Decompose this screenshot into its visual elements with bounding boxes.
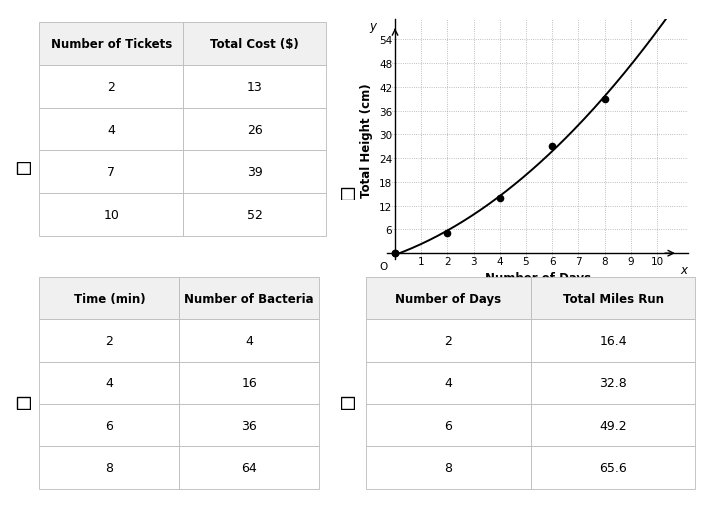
FancyBboxPatch shape bbox=[39, 23, 183, 66]
FancyBboxPatch shape bbox=[179, 404, 319, 446]
FancyBboxPatch shape bbox=[39, 108, 183, 151]
FancyBboxPatch shape bbox=[39, 151, 183, 194]
FancyBboxPatch shape bbox=[183, 108, 326, 151]
X-axis label: Number of Days: Number of Days bbox=[485, 272, 591, 285]
Text: 16: 16 bbox=[242, 377, 257, 389]
Text: 16.4: 16.4 bbox=[599, 334, 627, 347]
FancyBboxPatch shape bbox=[179, 362, 319, 404]
Text: Total Cost ($): Total Cost ($) bbox=[210, 38, 299, 51]
Text: 2: 2 bbox=[445, 334, 452, 347]
FancyBboxPatch shape bbox=[39, 194, 183, 237]
FancyBboxPatch shape bbox=[531, 446, 695, 489]
FancyBboxPatch shape bbox=[366, 277, 531, 320]
FancyBboxPatch shape bbox=[39, 404, 179, 446]
Text: 6: 6 bbox=[105, 419, 113, 432]
FancyBboxPatch shape bbox=[366, 404, 531, 446]
Text: 39: 39 bbox=[247, 166, 262, 179]
Text: 6: 6 bbox=[445, 419, 452, 432]
Text: 13: 13 bbox=[247, 80, 262, 94]
FancyBboxPatch shape bbox=[183, 23, 326, 66]
Text: 2: 2 bbox=[105, 334, 113, 347]
Text: Number of Tickets: Number of Tickets bbox=[50, 38, 172, 51]
Text: 4: 4 bbox=[108, 123, 115, 136]
FancyBboxPatch shape bbox=[366, 320, 531, 362]
FancyBboxPatch shape bbox=[39, 446, 179, 489]
FancyBboxPatch shape bbox=[531, 320, 695, 362]
Text: Number of Bacteria: Number of Bacteria bbox=[184, 292, 314, 305]
FancyBboxPatch shape bbox=[183, 194, 326, 237]
FancyBboxPatch shape bbox=[531, 404, 695, 446]
Text: 8: 8 bbox=[105, 461, 113, 474]
FancyBboxPatch shape bbox=[366, 362, 531, 404]
Text: Total Miles Run: Total Miles Run bbox=[563, 292, 663, 305]
Text: 7: 7 bbox=[107, 166, 115, 179]
Text: 4: 4 bbox=[105, 377, 113, 389]
FancyBboxPatch shape bbox=[531, 277, 695, 320]
Text: 64: 64 bbox=[242, 461, 257, 474]
FancyBboxPatch shape bbox=[366, 446, 531, 489]
FancyBboxPatch shape bbox=[179, 320, 319, 362]
Text: 65.6: 65.6 bbox=[599, 461, 627, 474]
FancyBboxPatch shape bbox=[39, 277, 179, 320]
Text: y: y bbox=[370, 20, 376, 33]
Text: 36: 36 bbox=[242, 419, 257, 432]
Text: 10: 10 bbox=[103, 209, 119, 222]
Text: O: O bbox=[379, 262, 387, 271]
Text: 52: 52 bbox=[247, 209, 262, 222]
Text: x: x bbox=[680, 264, 688, 276]
FancyBboxPatch shape bbox=[179, 446, 319, 489]
Text: 4: 4 bbox=[445, 377, 452, 389]
Text: 49.2: 49.2 bbox=[599, 419, 627, 432]
Text: Time (min): Time (min) bbox=[74, 292, 145, 305]
FancyBboxPatch shape bbox=[39, 362, 179, 404]
Text: 32.8: 32.8 bbox=[599, 377, 627, 389]
Y-axis label: Total Height (cm): Total Height (cm) bbox=[361, 83, 374, 197]
FancyBboxPatch shape bbox=[39, 66, 183, 108]
FancyBboxPatch shape bbox=[531, 362, 695, 404]
FancyBboxPatch shape bbox=[179, 277, 319, 320]
Text: 2: 2 bbox=[108, 80, 115, 94]
Text: 8: 8 bbox=[444, 461, 452, 474]
Text: Number of Days: Number of Days bbox=[395, 292, 501, 305]
Text: 4: 4 bbox=[245, 334, 253, 347]
Text: 26: 26 bbox=[247, 123, 262, 136]
FancyBboxPatch shape bbox=[39, 320, 179, 362]
FancyBboxPatch shape bbox=[183, 66, 326, 108]
FancyBboxPatch shape bbox=[183, 151, 326, 194]
